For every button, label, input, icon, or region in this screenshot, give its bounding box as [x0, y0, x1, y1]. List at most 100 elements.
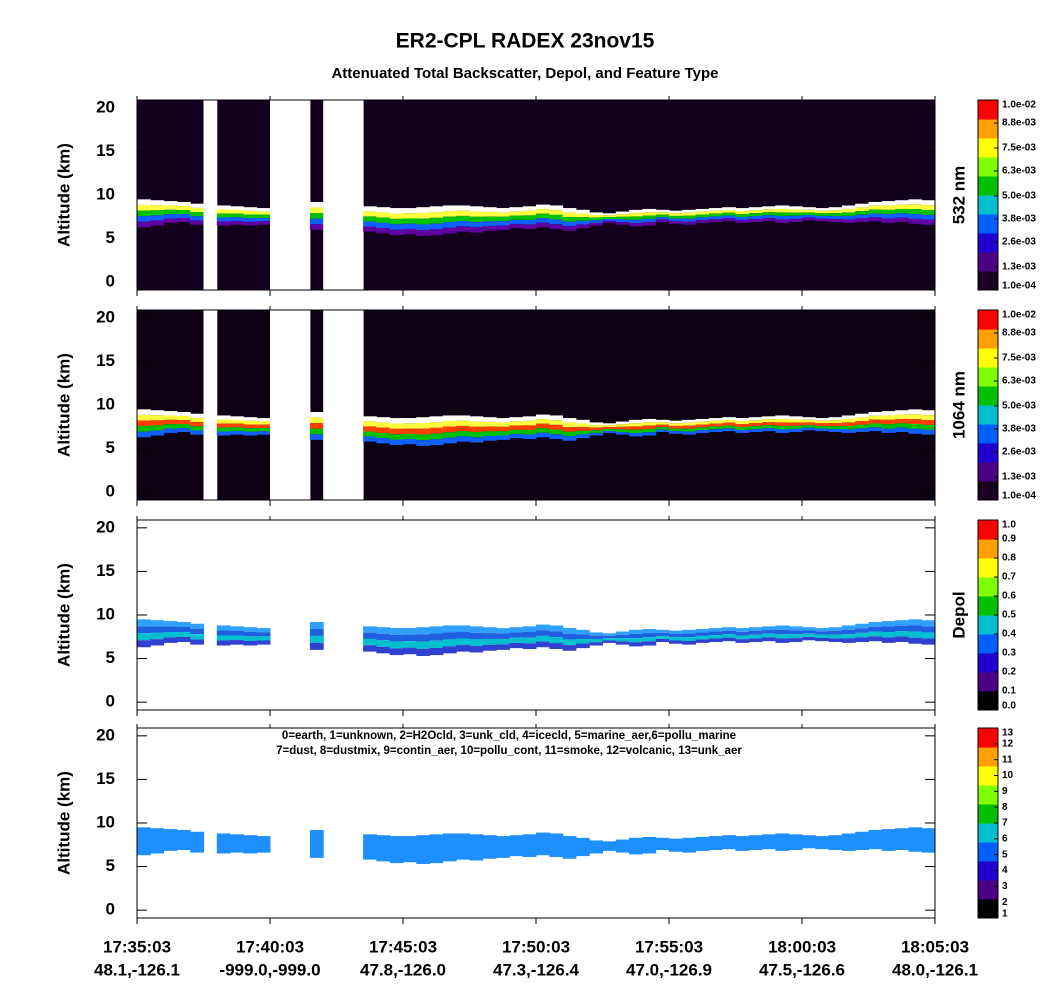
- cloud-layer: [230, 213, 244, 218]
- cloud-layer: [895, 418, 909, 424]
- cloud-layer: [615, 214, 630, 217]
- y-tick-label: 5: [106, 856, 115, 875]
- cloud-layer: [442, 432, 457, 438]
- cloud-layer: [442, 216, 457, 223]
- cloud-layer: [788, 206, 803, 210]
- cloud-layer: [841, 212, 856, 216]
- cloud-layer: [482, 207, 497, 212]
- cloud-layer: [802, 419, 816, 423]
- cloud-layer: [802, 209, 816, 213]
- cloud-layer: [815, 210, 830, 214]
- cloud-layer: [855, 207, 869, 212]
- colorbar-tick-label: 5: [1002, 849, 1008, 860]
- cloud-layer: [735, 424, 750, 427]
- cloud-layer: [748, 219, 763, 223]
- cloud-layer: [176, 631, 191, 638]
- cloud-layer: [389, 208, 404, 214]
- cloud-layer: [815, 631, 830, 635]
- missing-data: [203, 100, 218, 290]
- cloud-layer: [828, 638, 843, 643]
- cloud-layer: [748, 207, 763, 211]
- cloud-layer: [921, 429, 936, 435]
- x-tick-sublabel: -999.0,-999.0: [219, 960, 320, 979]
- cloud-layer: [895, 213, 909, 218]
- cloud-layer: [456, 631, 470, 639]
- cloud-layer: [695, 424, 710, 428]
- cloud-layer: [669, 218, 683, 222]
- cloud-layer: [469, 216, 484, 223]
- colorbar-frame: [977, 309, 999, 501]
- x-tick-label: 17:40:03: [236, 937, 304, 956]
- cloud-layer: [908, 209, 923, 214]
- cloud-layer: [562, 645, 577, 651]
- cloud-layer: [536, 832, 550, 856]
- cloud-layer: [163, 631, 178, 638]
- cloud-layer: [522, 429, 537, 435]
- cloud-layer: [629, 638, 643, 643]
- cloud-layer: [615, 426, 630, 430]
- colorbar-tick-label: 10: [1002, 770, 1014, 781]
- colorbar-swatch: [978, 271, 998, 291]
- cloud-layer: [748, 429, 763, 433]
- cloud-layer: [163, 419, 178, 425]
- cloud-layer: [788, 218, 803, 223]
- cloud-layer: [309, 628, 324, 636]
- colorbar-frame: [977, 99, 999, 291]
- cloud-layer: [828, 219, 843, 223]
- cloud-layer: [655, 429, 670, 433]
- cloud-layer: [456, 625, 470, 632]
- cloud-layer: [536, 414, 550, 420]
- cloud-layer: [895, 631, 909, 637]
- cloud-layer: [256, 418, 271, 422]
- cloud-layer: [615, 631, 630, 635]
- cloud-layer: [176, 829, 191, 851]
- cloud-layer: [150, 420, 165, 426]
- cloud-layer: [655, 638, 670, 643]
- cloud-layer: [429, 217, 444, 224]
- cloud-layer: [376, 427, 391, 433]
- cloud-layer: [828, 420, 843, 424]
- cloud-layer: [243, 428, 258, 432]
- cloud-layer: [456, 431, 470, 437]
- cloud-layer: [841, 634, 856, 639]
- cloud-layer: [243, 424, 258, 429]
- colorbar-swatch: [978, 653, 998, 673]
- cloud-layer: [416, 422, 431, 429]
- cloud-layer: [376, 633, 391, 641]
- cloud-layer: [722, 835, 736, 850]
- cloud-layer: [708, 420, 723, 424]
- colorbar-swatch: [978, 424, 998, 444]
- cloud-layer: [695, 427, 710, 431]
- cloud-layer: [589, 635, 603, 639]
- cloud-layer: [788, 634, 803, 639]
- cloud-layer: [735, 418, 750, 422]
- colorbar-tick-label: 0.6: [1002, 591, 1016, 602]
- y-tick-label: 0: [106, 692, 115, 711]
- cloud-layer: [150, 632, 165, 640]
- cloud-layer: [469, 437, 484, 443]
- cloud-layer: [921, 638, 936, 645]
- cloud-layer: [881, 428, 896, 433]
- colorbar-swatch: [978, 539, 998, 559]
- cloud-layer: [243, 640, 258, 646]
- colorbar-label: 1064 nm: [949, 371, 968, 439]
- cloud-layer: [895, 828, 909, 851]
- cloud-layer: [509, 835, 524, 857]
- cloud-layer: [762, 212, 776, 216]
- cloud-layer: [403, 418, 417, 424]
- cloud-layer: [190, 628, 204, 635]
- cloud-layer: [788, 428, 803, 433]
- cloud-layer: [363, 436, 377, 442]
- cloud-layer: [416, 641, 431, 649]
- cloud-layer: [629, 433, 643, 437]
- cloud-layer: [416, 212, 431, 219]
- x-tick-sublabel: 47.5,-126.6: [759, 960, 845, 979]
- cloud-layer: [589, 422, 603, 426]
- cloud-layer: [642, 836, 657, 854]
- cloud-layer: [669, 423, 683, 426]
- cloud-layer: [708, 638, 723, 643]
- colorbar-tick-label: 7.5e-03: [1002, 353, 1036, 364]
- cloud-layer: [629, 837, 643, 855]
- cloud-layer: [669, 425, 683, 429]
- cloud-layer: [682, 422, 697, 426]
